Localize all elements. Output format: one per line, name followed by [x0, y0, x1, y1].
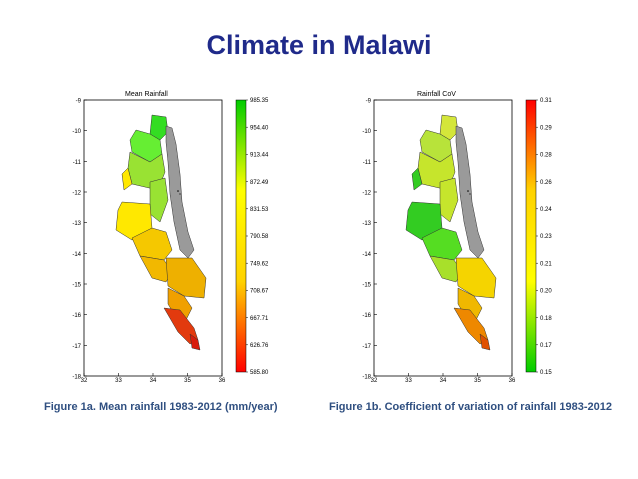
colorbar-label: 0.31 — [540, 98, 552, 104]
lake-malawi — [165, 125, 195, 259]
y-tick-label: -15 — [362, 283, 371, 289]
colorbar-label: 0.17 — [540, 343, 552, 349]
rainfall-cov-map-panel: Rainfall CoV -9 -10 -11 -12 -13 -14 -15 -16 -17-… — [360, 82, 580, 384]
region-central-upper — [439, 177, 459, 223]
region-central-upper — [149, 177, 169, 223]
x-tick-label: 32 — [81, 378, 88, 382]
x-tick-label: 34 — [440, 378, 447, 382]
x-axis-ticks: 32 33 34 35 36 — [371, 373, 516, 384]
y-tick-label: -14 — [362, 252, 371, 258]
x-tick-label: 32 — [371, 378, 378, 382]
y-axis-ticks: -9 -10 -11 -12 -13 -14 -15 -16 -17 -18 — [362, 99, 377, 381]
colorbar-ramp — [525, 99, 537, 373]
colorbar-label: 0.29 — [540, 125, 552, 131]
y-tick-label: -13 — [362, 221, 371, 227]
region-north-west — [121, 167, 133, 191]
y-tick-label: -13 — [72, 221, 81, 227]
colorbar-label: 0.15 — [540, 370, 552, 376]
figure-1b-caption: Figure 1b. Coefficient of variation of r… — [329, 401, 613, 413]
colorbar-label: 790.58 — [250, 234, 269, 240]
colorbar-label: 667.71 — [250, 316, 269, 322]
page-title: Climate in Malawi — [206, 30, 432, 60]
colorbar-label: 872.49 — [250, 180, 269, 186]
figure-1a-caption: Figure 1a. Mean rainfall 1983-2012 (mm/y… — [44, 401, 278, 413]
y-tick-label: -10 — [362, 129, 371, 135]
colorbar-label: 913.44 — [250, 153, 269, 159]
y-tick-label: -12 — [72, 191, 81, 197]
colorbar-label: 954.40 — [250, 125, 269, 131]
y-tick-label: -11 — [73, 160, 82, 166]
x-tick-label: 35 — [184, 378, 191, 382]
y-tick-label: -10 — [72, 129, 81, 135]
y-tick-label: -14 — [72, 252, 81, 258]
region-north-top — [149, 114, 169, 141]
colorbar-label: 0.18 — [540, 316, 552, 322]
region-south-upper — [455, 257, 497, 299]
colorbar-label: 585.80 — [250, 370, 269, 376]
x-tick-label: 36 — [219, 378, 226, 382]
x-tick-label: 34 — [150, 378, 157, 382]
y-tick-label: -9 — [76, 99, 82, 105]
colorbar-label: 749.62 — [250, 261, 269, 267]
y-tick-label: -15 — [72, 283, 81, 289]
island-dot — [179, 193, 181, 195]
mean-rainfall-map-panel: Mean Rainfall -9 -10 -11 -12 -13 -14 -15 -16 -17… — [70, 82, 290, 384]
region-polygons — [405, 114, 497, 351]
colorbar-label: 831.53 — [250, 207, 269, 213]
lake-malawi — [455, 125, 485, 259]
region-central-west — [405, 201, 443, 241]
colorbar-label: 0.26 — [540, 180, 552, 186]
island-dot — [469, 193, 471, 195]
mean-rainfall-map: Mean Rainfall -9 -10 -11 -12 -13 -14 -15 -16 -17… — [72, 91, 269, 384]
rainfall-colorbar: 985.35 954.40 913.44 872.49 831.53 790.58 749.… — [235, 98, 269, 376]
region-north-west — [411, 167, 423, 191]
y-tick-label: -18 — [362, 375, 371, 381]
cov-colorbar: 0.31 0.29 0.28 0.26 0.24 0.23 0.21 0.20 0.18 0.17… — [525, 98, 552, 376]
x-tick-label: 33 — [115, 378, 122, 382]
island-dot — [467, 190, 469, 192]
y-tick-label: -17 — [72, 344, 81, 350]
x-tick-label: 33 — [405, 378, 412, 382]
map-heading: Rainfall CoV — [417, 91, 456, 98]
colorbar-ramp — [235, 99, 247, 373]
colorbar-label: 626.76 — [250, 343, 269, 349]
y-tick-label: -16 — [72, 313, 81, 319]
region-south-tip — [189, 333, 201, 351]
island-dot — [177, 190, 179, 192]
y-axis-ticks: -9 -10 -11 -12 -13 -14 -15 -16 -17 -18 — [72, 99, 87, 381]
map-heading: Mean Rainfall — [125, 91, 168, 98]
colorbar-label: 0.28 — [540, 153, 552, 159]
colorbar-label: 985.35 — [250, 98, 269, 104]
colorbar-label: 0.20 — [540, 289, 552, 295]
y-tick-label: -17 — [362, 344, 371, 350]
y-tick-label: -16 — [362, 313, 371, 319]
region-south-upper — [165, 257, 207, 299]
y-tick-label: -11 — [363, 160, 372, 166]
x-axis-ticks: 32 33 34 35 36 — [81, 373, 226, 384]
rainfall-cov-map: Rainfall CoV -9-10-11-12-13-14-15-16-17-… — [362, 91, 552, 384]
y-tick-label: -12 — [362, 191, 371, 197]
colorbar-label: 0.23 — [540, 234, 552, 240]
colorbar-label: 0.24 — [540, 207, 552, 213]
region-north-top — [439, 114, 459, 141]
colorbar-label: 0.21 — [540, 261, 552, 267]
y-tick-label: -9 — [366, 99, 372, 105]
x-tick-label: 35 — [474, 378, 481, 382]
y-tick-label: -18 — [72, 375, 81, 381]
region-south-tip — [479, 333, 491, 351]
x-tick-label: 36 — [509, 378, 516, 382]
colorbar-label: 708.67 — [250, 289, 269, 295]
region-polygons — [115, 114, 207, 351]
region-central-west — [115, 201, 153, 241]
